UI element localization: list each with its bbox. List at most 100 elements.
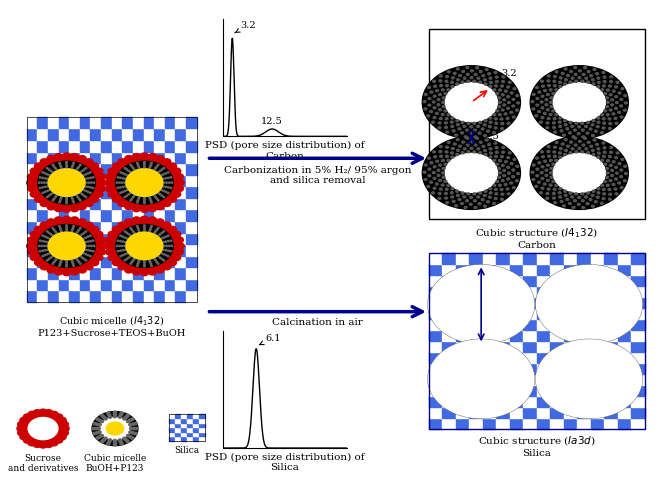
- Bar: [524, 264, 537, 275]
- Bar: [165, 129, 175, 140]
- Bar: [496, 253, 510, 264]
- Circle shape: [504, 113, 507, 115]
- Bar: [80, 186, 91, 198]
- Bar: [192, 432, 198, 436]
- Bar: [524, 385, 537, 395]
- Circle shape: [77, 196, 79, 198]
- Circle shape: [545, 174, 548, 176]
- Circle shape: [55, 217, 63, 223]
- Circle shape: [46, 237, 48, 238]
- Bar: [101, 117, 112, 129]
- Circle shape: [72, 263, 74, 264]
- Bar: [564, 395, 577, 407]
- Bar: [154, 256, 165, 267]
- Circle shape: [535, 186, 537, 187]
- Circle shape: [592, 153, 595, 155]
- Bar: [198, 418, 204, 423]
- Circle shape: [48, 232, 50, 233]
- Bar: [101, 151, 112, 163]
- Bar: [429, 374, 442, 385]
- Circle shape: [424, 94, 427, 95]
- Circle shape: [603, 155, 605, 157]
- Circle shape: [571, 125, 574, 127]
- Circle shape: [587, 71, 590, 73]
- Bar: [510, 407, 524, 418]
- Circle shape: [143, 225, 145, 226]
- Circle shape: [438, 109, 442, 111]
- Circle shape: [143, 197, 145, 198]
- Bar: [604, 275, 617, 286]
- Circle shape: [462, 141, 465, 143]
- Bar: [442, 264, 456, 275]
- Circle shape: [442, 101, 444, 103]
- Circle shape: [95, 191, 103, 197]
- Circle shape: [598, 152, 600, 154]
- Bar: [143, 175, 154, 187]
- Circle shape: [124, 254, 126, 255]
- Circle shape: [470, 126, 473, 128]
- Circle shape: [494, 155, 497, 157]
- Circle shape: [91, 163, 98, 169]
- Bar: [37, 175, 48, 187]
- Bar: [186, 151, 197, 163]
- Bar: [483, 395, 496, 407]
- Circle shape: [79, 172, 81, 173]
- Bar: [69, 267, 80, 279]
- Circle shape: [89, 172, 91, 173]
- Circle shape: [79, 200, 81, 201]
- Bar: [80, 232, 91, 244]
- Text: Cubic micelle
BuOH+P123: Cubic micelle BuOH+P123: [84, 454, 146, 473]
- Bar: [80, 140, 91, 151]
- Bar: [143, 163, 154, 175]
- Bar: [537, 253, 550, 264]
- Bar: [26, 267, 37, 279]
- Bar: [604, 341, 617, 352]
- Bar: [510, 297, 524, 308]
- Circle shape: [153, 233, 155, 234]
- Bar: [591, 418, 604, 429]
- Circle shape: [122, 173, 124, 174]
- Circle shape: [124, 245, 126, 246]
- Circle shape: [79, 227, 81, 229]
- Circle shape: [547, 150, 550, 152]
- Circle shape: [483, 194, 486, 196]
- Circle shape: [132, 231, 134, 232]
- Circle shape: [494, 72, 497, 74]
- Circle shape: [507, 193, 510, 195]
- Bar: [483, 385, 496, 395]
- Circle shape: [456, 190, 459, 192]
- Bar: [510, 308, 524, 319]
- Bar: [26, 198, 37, 209]
- Bar: [26, 151, 37, 163]
- Circle shape: [34, 196, 42, 202]
- Circle shape: [78, 229, 80, 230]
- Circle shape: [482, 145, 485, 148]
- Bar: [591, 341, 604, 352]
- Circle shape: [104, 417, 107, 420]
- Circle shape: [560, 130, 563, 132]
- Circle shape: [59, 227, 61, 229]
- Circle shape: [59, 200, 61, 201]
- Bar: [456, 297, 469, 308]
- Circle shape: [502, 151, 504, 153]
- Circle shape: [498, 160, 502, 162]
- Bar: [524, 418, 537, 429]
- Circle shape: [61, 231, 62, 232]
- Bar: [429, 29, 644, 219]
- Circle shape: [45, 410, 53, 415]
- Bar: [59, 117, 69, 129]
- Circle shape: [44, 173, 46, 174]
- Circle shape: [124, 174, 126, 175]
- Circle shape: [618, 112, 621, 113]
- Bar: [186, 256, 197, 267]
- Bar: [564, 374, 577, 385]
- Circle shape: [39, 177, 41, 178]
- Bar: [37, 221, 48, 233]
- Circle shape: [496, 93, 498, 94]
- Bar: [577, 395, 591, 407]
- Bar: [429, 352, 442, 363]
- Circle shape: [59, 265, 60, 266]
- Circle shape: [120, 177, 121, 178]
- Circle shape: [46, 190, 48, 191]
- Circle shape: [17, 426, 24, 431]
